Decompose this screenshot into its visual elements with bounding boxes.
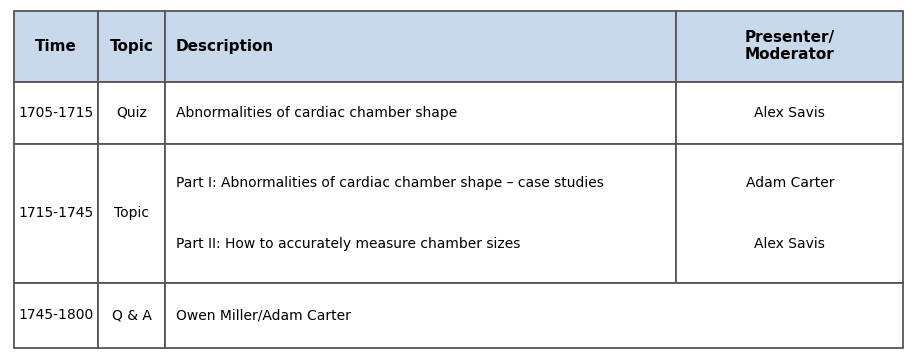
Text: Topic: Topic	[114, 206, 149, 220]
Bar	[165, 11, 677, 82]
Text: Q & A: Q & A	[112, 308, 151, 322]
Bar	[165, 283, 903, 348]
Text: Description: Description	[176, 39, 274, 54]
Bar	[98, 144, 165, 283]
Text: Topic: Topic	[110, 39, 153, 54]
Text: Alex Savis: Alex Savis	[755, 237, 825, 251]
Bar	[14, 11, 98, 82]
Text: 1745-1800: 1745-1800	[18, 308, 94, 322]
Bar	[677, 11, 903, 82]
Bar	[677, 144, 903, 283]
Text: Owen Miller/Adam Carter: Owen Miller/Adam Carter	[176, 308, 351, 322]
Bar	[14, 144, 98, 283]
Text: Part I: Abnormalities of cardiac chamber shape – case studies: Part I: Abnormalities of cardiac chamber…	[176, 176, 604, 190]
Bar	[165, 144, 677, 283]
Bar	[165, 82, 677, 144]
Bar	[14, 82, 98, 144]
Text: Time: Time	[35, 39, 77, 54]
Text: Alex Savis: Alex Savis	[755, 106, 825, 120]
Bar	[98, 283, 165, 348]
Bar	[677, 82, 903, 144]
Bar	[98, 11, 165, 82]
Text: Abnormalities of cardiac chamber shape: Abnormalities of cardiac chamber shape	[176, 106, 458, 120]
Text: 1715-1745: 1715-1745	[18, 206, 94, 220]
Bar	[98, 82, 165, 144]
Text: Part II: How to accurately measure chamber sizes: Part II: How to accurately measure chamb…	[176, 237, 520, 251]
Text: Adam Carter: Adam Carter	[746, 176, 834, 190]
Text: 1705-1715: 1705-1715	[18, 106, 94, 120]
Bar	[14, 283, 98, 348]
Text: Presenter/
Moderator: Presenter/ Moderator	[745, 30, 834, 62]
Text: Quiz: Quiz	[116, 106, 147, 120]
